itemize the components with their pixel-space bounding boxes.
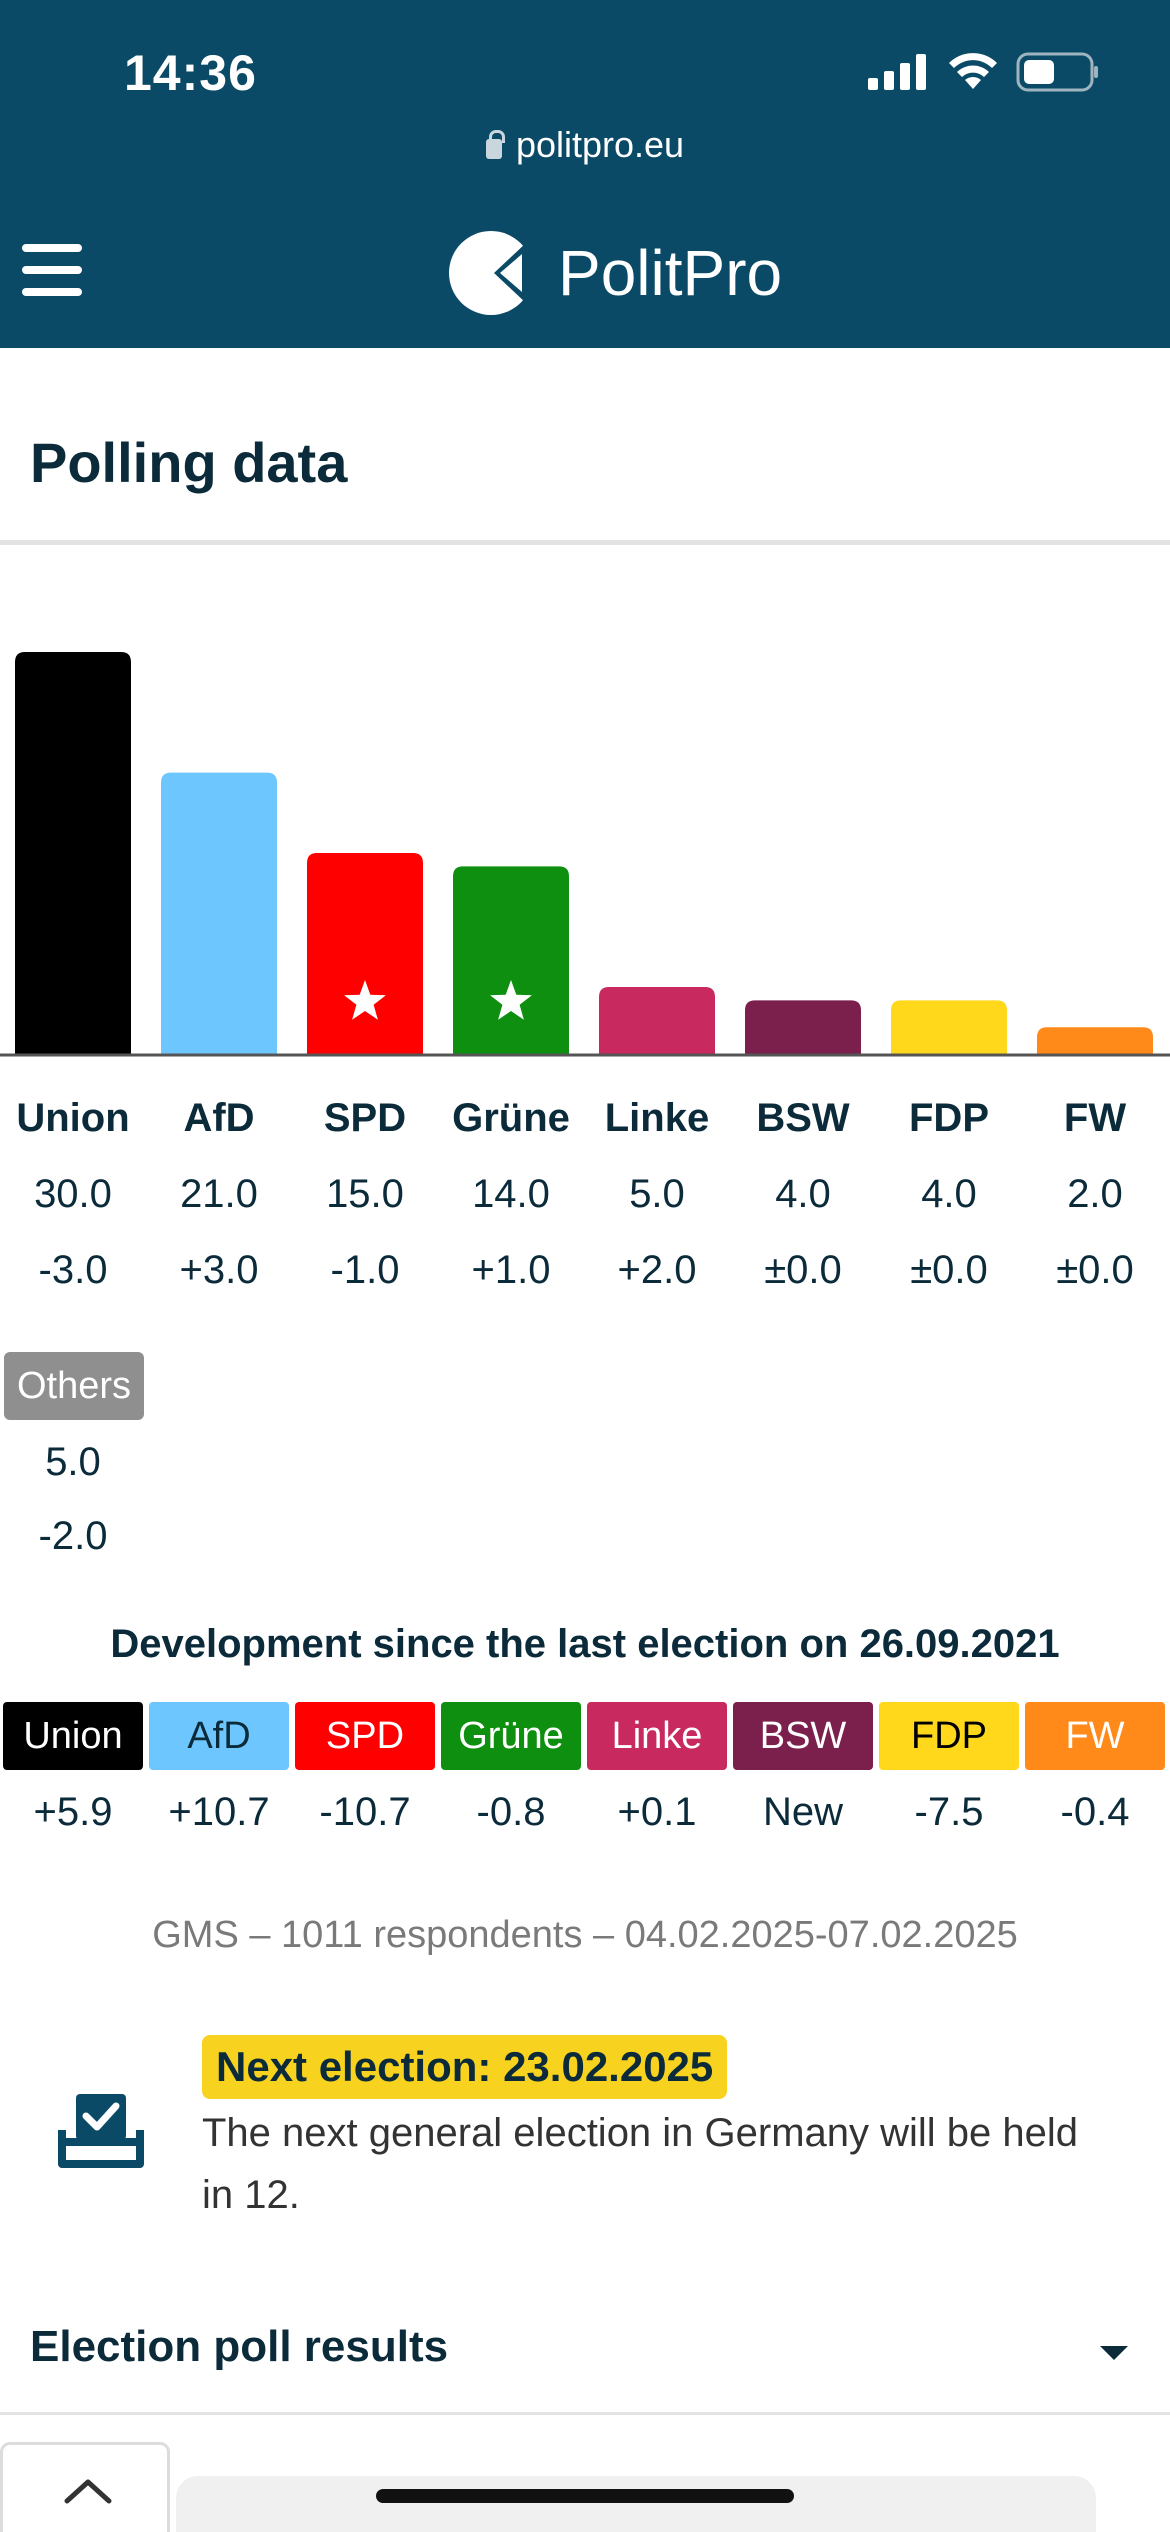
brand-logo[interactable]: PolitPro — [448, 230, 782, 316]
accordion-title: Election poll results — [30, 2322, 449, 2371]
party-label-fdp: FDP — [909, 1096, 989, 1140]
caret-down-icon — [1100, 2346, 1128, 2360]
hamburger-icon — [22, 244, 82, 252]
party-label-spd: SPD — [323, 1096, 407, 1140]
development-change-afd: +10.7 — [168, 1790, 270, 1834]
development-chip-linke: Linke — [587, 1702, 727, 1770]
poll-change-spd: -1.0 — [330, 1248, 400, 1292]
poll-change-gr-ne: +1.0 — [471, 1248, 551, 1292]
app-header: 14:36 politpro.eu PolitPro — [0, 0, 1170, 348]
wifi-icon — [949, 53, 997, 89]
development-change-spd: -10.7 — [319, 1790, 411, 1834]
poll-value-linke: 5.0 — [629, 1172, 685, 1216]
development-change-union: +5.9 — [33, 1790, 113, 1834]
party-label-afd: AfD — [183, 1096, 255, 1140]
poll-value-fw: 2.0 — [1067, 1172, 1123, 1216]
scroll-to-top-button[interactable] — [0, 2442, 170, 2532]
poll-value-union: 30.0 — [34, 1172, 112, 1216]
development-title: Development since the last election on 2… — [110, 1622, 1060, 1666]
ballot-box-icon — [58, 2094, 144, 2168]
battery-icon — [1016, 52, 1098, 92]
bar-fdp[interactable] — [891, 1000, 1007, 1054]
poll-change-linke: +2.0 — [617, 1248, 697, 1292]
party-changes-row: -3.0 +3.0 -1.0 +1.0 +2.0 ±0.0 ±0.0 ±0.0 — [0, 1248, 1170, 1308]
development-change-fdp: -7.5 — [914, 1790, 984, 1834]
status-icons — [868, 52, 1100, 92]
poll-value-spd: 15.0 — [326, 1172, 404, 1216]
party-names-row: Union AfD SPD Grüne Linke BSW FDP FW — [0, 1096, 1170, 1156]
divider — [0, 540, 1170, 545]
poll-change-fdp: ±0.0 — [910, 1248, 988, 1292]
development-chip-union: Union — [3, 1702, 143, 1770]
url-bar[interactable]: politpro.eu — [0, 124, 1170, 166]
development-chip-fdp: FDP — [879, 1702, 1019, 1770]
status-time: 14:36 — [124, 45, 257, 101]
party-label-union: Union — [16, 1096, 130, 1140]
page-title: Polling data — [30, 431, 348, 494]
party-values-row: 30.0 21.0 15.0 14.0 5.0 4.0 4.0 2.0 — [0, 1172, 1170, 1232]
development-change-fw: -0.4 — [1060, 1790, 1130, 1834]
poll-change-afd: +3.0 — [179, 1248, 259, 1292]
development-chip-afd: AfD — [149, 1702, 289, 1770]
poll-change-fw: ±0.0 — [1056, 1248, 1134, 1292]
party-label-bsw: BSW — [756, 1096, 850, 1140]
development-change-bsw: New — [762, 1790, 844, 1834]
brand-name: PolitPro — [558, 237, 783, 309]
bar-union[interactable] — [15, 652, 131, 1054]
poll-value-fdp: 4.0 — [921, 1172, 977, 1216]
party-label-linke: Linke — [604, 1096, 710, 1140]
chevron-up-icon — [64, 2479, 112, 2504]
poll-bar-chart — [0, 652, 1170, 1057]
next-election-badge: Next election: 23.02.2025 — [202, 2035, 728, 2099]
star-icon-gr-ne — [490, 980, 532, 1020]
bar-afd[interactable] — [161, 772, 277, 1054]
menu-button[interactable] — [22, 244, 84, 296]
development-chip-bsw: BSW — [733, 1702, 873, 1770]
party-label-gr-ne: Grüne — [452, 1096, 570, 1140]
signal-icon — [868, 54, 926, 90]
development-change-linke: +0.1 — [617, 1790, 697, 1834]
bar-linke[interactable] — [599, 987, 715, 1054]
star-icon-spd — [344, 980, 386, 1020]
bar-gr-ne[interactable] — [453, 866, 569, 1054]
poll-change-bsw: ±0.0 — [764, 1248, 842, 1292]
others-change: -2.0 — [38, 1514, 108, 1558]
bottom-bar — [176, 2476, 1096, 2532]
development-change-gr-ne: -0.8 — [476, 1790, 546, 1834]
next-election-text: The next general election in Germany wil… — [202, 2111, 1079, 2217]
development-chip-gr-ne: Grüne — [441, 1702, 581, 1770]
poll-change-union: -3.0 — [38, 1248, 108, 1292]
bar-bsw[interactable] — [745, 1000, 861, 1054]
development-chip-spd: SPD — [295, 1702, 435, 1770]
poll-value-gr-ne: 14.0 — [472, 1172, 550, 1216]
poll-value-bsw: 4.0 — [775, 1172, 831, 1216]
poll-source: GMS – 1011 respondents – 04.02.2025-07.0… — [152, 1914, 1018, 1956]
development-chip-fw: FW — [1025, 1702, 1165, 1770]
party-label-fw: FW — [1063, 1096, 1127, 1140]
url-text: politpro.eu — [515, 124, 685, 165]
lock-icon — [485, 130, 505, 159]
home-indicator — [376, 2489, 794, 2503]
bar-fw[interactable] — [1037, 1027, 1153, 1054]
election-poll-results-accordion[interactable]: Election poll results — [0, 2310, 1170, 2415]
poll-value-afd: 21.0 — [180, 1172, 258, 1216]
politpro-logo-icon — [449, 231, 534, 315]
development-changes-row: +5.9 +10.7 -10.7 -0.8 +0.1 New -7.5 -0.4 — [0, 1790, 1170, 1850]
others-chip: Others — [4, 1352, 144, 1420]
bar-spd[interactable] — [307, 853, 423, 1054]
others-value: 5.0 — [45, 1440, 101, 1484]
